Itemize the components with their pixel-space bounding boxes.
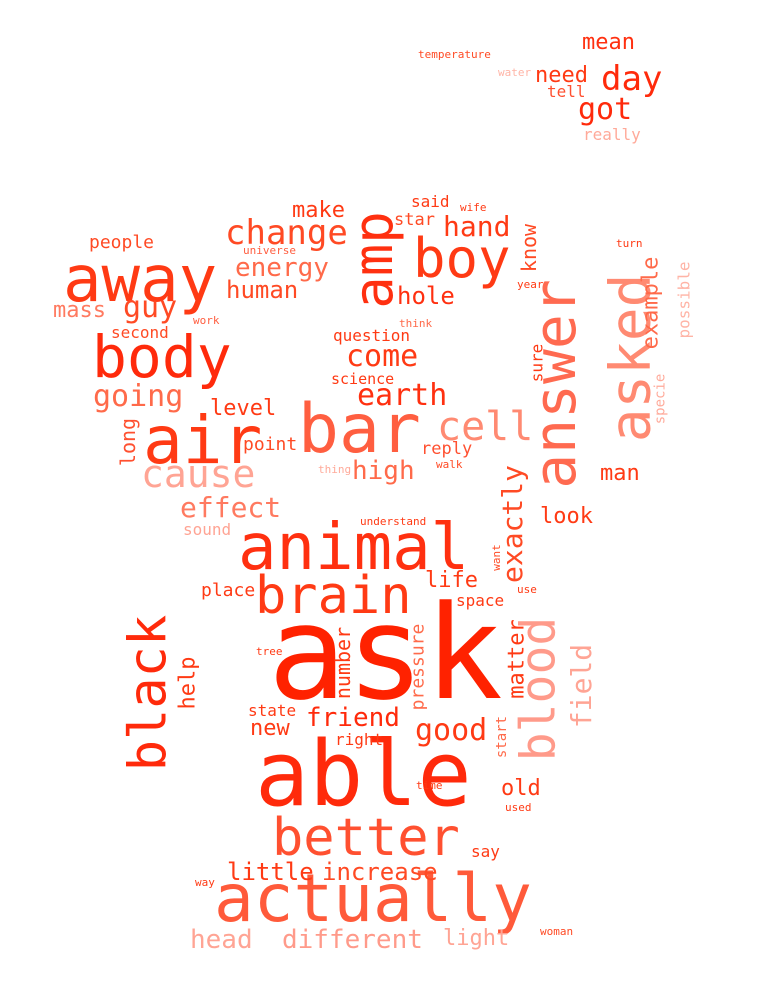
word-better: better	[272, 808, 460, 868]
word-tree: tree	[256, 645, 283, 658]
word-good: good	[415, 713, 488, 748]
word-ask: ask	[268, 577, 503, 729]
word-time: time	[416, 779, 443, 792]
word-used: used	[505, 801, 532, 814]
word-increase: increase	[322, 858, 438, 886]
word-think: think	[399, 317, 433, 330]
word-energy: energy	[235, 253, 329, 283]
word-help: help	[175, 656, 201, 710]
word-got: got	[578, 92, 633, 127]
word-boy: boy	[413, 227, 511, 290]
word-understand: understand	[360, 515, 427, 528]
word-star: star	[394, 210, 435, 230]
word-animal: animal	[238, 511, 470, 585]
word-need: need	[535, 63, 588, 88]
word-matter: matter	[504, 619, 530, 699]
word-level: level	[210, 396, 277, 421]
word-long: long	[116, 417, 141, 467]
word-say: say	[471, 842, 500, 861]
word-mean: mean	[582, 30, 635, 55]
word-bar: bar	[298, 390, 421, 469]
word-really: really	[583, 125, 641, 144]
word-guy: guy	[123, 290, 178, 325]
word-want: want	[489, 544, 503, 571]
word-wife: wife	[460, 201, 487, 214]
word-different: different	[282, 925, 423, 955]
word-possible: possible	[674, 261, 694, 339]
word-friend: friend	[306, 703, 400, 733]
word-exactly: exactly	[496, 464, 530, 584]
word-year: year	[517, 278, 544, 291]
word-example: example	[638, 256, 664, 350]
word-man: man	[600, 461, 640, 486]
word-sure: sure	[527, 343, 547, 383]
word-high: high	[352, 456, 415, 486]
word-know: know	[517, 223, 542, 273]
word-start: start	[494, 715, 511, 759]
word-make: make	[292, 198, 345, 223]
word-old: old	[501, 776, 541, 801]
word-woman: woman	[540, 925, 574, 938]
word-way: way	[195, 876, 215, 889]
word-human: human	[226, 276, 299, 304]
word-cause: cause	[141, 452, 256, 496]
word-brain: brain	[255, 566, 412, 626]
word-tell: tell	[547, 82, 586, 101]
word-specie: specie	[652, 373, 669, 425]
word-universe: universe	[243, 244, 296, 257]
word-space: space	[456, 591, 505, 610]
word-life: life	[425, 568, 478, 593]
word-able: able	[255, 722, 472, 827]
word-right: right	[335, 730, 384, 749]
word-cell: cell	[437, 404, 534, 450]
word-answer: answer	[520, 279, 589, 489]
word-body: body	[92, 323, 232, 391]
word-hole: hole	[397, 282, 455, 310]
word-science: science	[331, 370, 395, 388]
word-sound: sound	[183, 520, 232, 539]
word-actually: actually	[214, 860, 532, 937]
word-field: field	[565, 643, 599, 729]
word-amp: amp	[341, 211, 405, 309]
word-turn: turn	[616, 237, 643, 250]
word-earth: earth	[357, 378, 448, 413]
word-away: away	[63, 243, 218, 317]
word-state: state	[248, 701, 297, 720]
word-change: change	[225, 213, 348, 253]
word-black: black	[118, 614, 179, 772]
word-use: use	[517, 583, 537, 596]
word-little: little	[227, 858, 314, 886]
word-question: question	[333, 326, 411, 345]
word-people: people	[89, 232, 155, 253]
word-said: said	[411, 192, 450, 211]
word-temperature: temperature	[418, 48, 491, 61]
word-head: head	[190, 925, 253, 955]
word-light: light	[443, 926, 510, 951]
word-air: air	[143, 402, 263, 479]
word-point: point	[243, 434, 298, 455]
word-come: come	[346, 339, 419, 374]
word-going: going	[93, 379, 184, 414]
word-hand: hand	[443, 210, 511, 243]
word-look: look	[540, 504, 593, 529]
word-mass: mass	[53, 298, 106, 323]
word-pressure: pressure	[407, 623, 429, 711]
word-place: place	[201, 580, 256, 601]
word-water: water	[498, 66, 532, 79]
word-number: number	[331, 626, 356, 700]
word-walk: walk	[436, 458, 463, 471]
word-thing: thing	[318, 463, 352, 476]
word-effect: effect	[180, 491, 282, 524]
word-reply: reply	[421, 439, 473, 459]
word-second: second	[111, 323, 169, 342]
word-new: new	[250, 716, 290, 741]
word-work: work	[193, 314, 220, 327]
word-day: day	[601, 59, 663, 99]
